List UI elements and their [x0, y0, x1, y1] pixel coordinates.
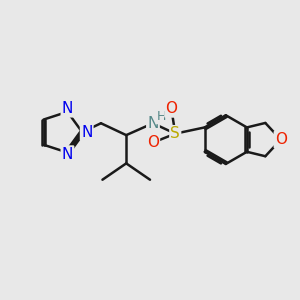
- Text: N: N: [62, 146, 73, 161]
- Text: H: H: [157, 110, 166, 123]
- Text: O: O: [147, 135, 159, 150]
- Text: S: S: [170, 126, 180, 141]
- Text: N: N: [147, 116, 159, 131]
- Text: N: N: [81, 125, 92, 140]
- Text: O: O: [275, 132, 287, 147]
- Text: N: N: [62, 101, 73, 116]
- Text: O: O: [165, 101, 177, 116]
